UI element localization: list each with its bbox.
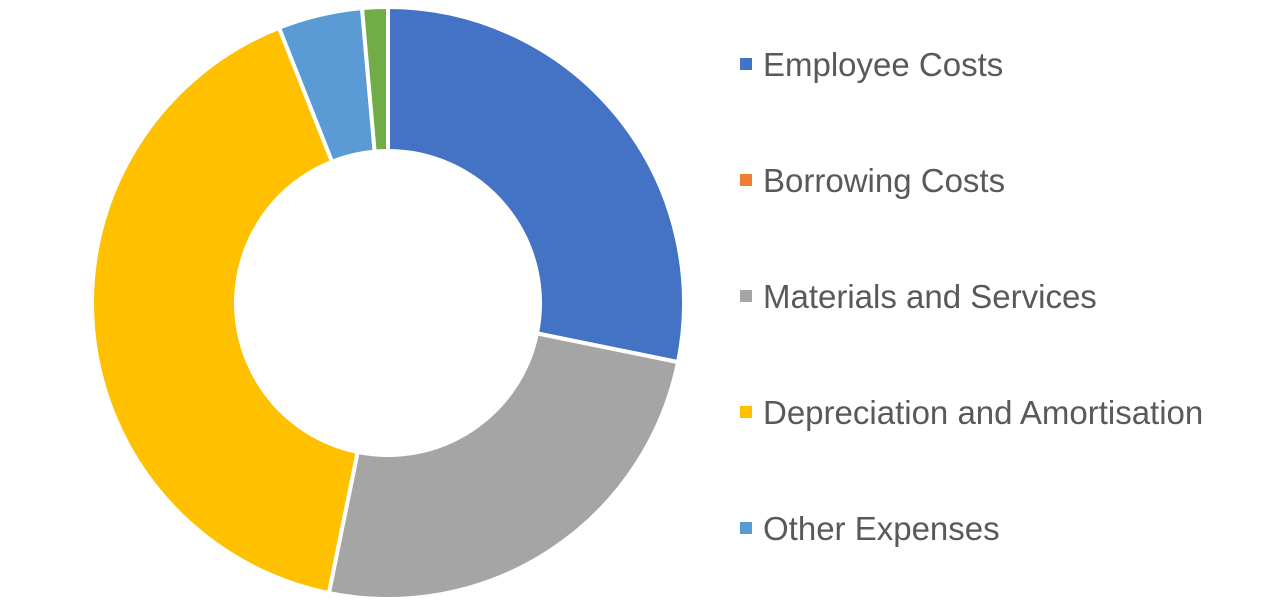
legend: Employee Costs Borrowing Costs Materials a… bbox=[740, 46, 1203, 547]
legend-label: Employee Costs bbox=[763, 46, 1003, 83]
legend-label: Other Expenses bbox=[763, 510, 1000, 547]
slice-employee-costs bbox=[386, 5, 686, 365]
slice-other bbox=[359, 5, 390, 154]
legend-item-other-expenses: Other Expenses bbox=[740, 510, 1000, 547]
legend-swatch bbox=[740, 58, 752, 70]
legend-label: Depreciation and Amortisation bbox=[763, 394, 1203, 431]
legend-swatch bbox=[740, 406, 752, 418]
legend-item-borrowing-costs: Borrowing Costs bbox=[740, 162, 1005, 199]
legend-swatch bbox=[740, 174, 752, 186]
legend-swatch bbox=[740, 290, 752, 302]
slice-depreciation-and-amortisation bbox=[90, 25, 360, 596]
doughnut-slices bbox=[90, 5, 686, 601]
legend-item-employee-costs: Employee Costs bbox=[740, 46, 1003, 83]
legend-label: Materials and Services bbox=[763, 278, 1097, 315]
slice-materials-and-services bbox=[326, 331, 681, 601]
legend-label: Borrowing Costs bbox=[763, 162, 1005, 199]
legend-item-depreciation-and-amortisation: Depreciation and Amortisation bbox=[740, 394, 1203, 431]
legend-item-materials-and-services: Materials and Services bbox=[740, 278, 1097, 315]
legend-swatch bbox=[740, 522, 752, 534]
